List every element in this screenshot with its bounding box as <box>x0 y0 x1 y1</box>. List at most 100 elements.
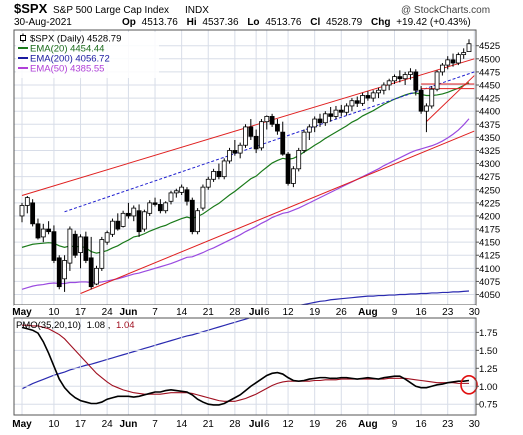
candle-up <box>24 197 30 206</box>
legend-spx: $SPX (Daily) 4528.79 <box>30 34 121 45</box>
candle-down <box>189 199 195 233</box>
price-tick-label: 4100 <box>479 264 500 275</box>
date-tick-label: 6 <box>264 419 270 430</box>
candle-down <box>51 231 57 261</box>
price-tick-label: 4350 <box>479 133 500 144</box>
candle-down <box>46 228 52 233</box>
candle-down <box>280 131 286 155</box>
date-tick-label: 23 <box>442 307 454 318</box>
date-tick-label: 26 <box>336 419 348 430</box>
candle-up <box>408 71 413 75</box>
candle-up <box>40 228 46 238</box>
candle-down <box>418 89 424 112</box>
header-chg-label: Chg <box>371 17 390 28</box>
pmo-tick-label: 1.75 <box>479 328 498 339</box>
price-tick-label: 4300 <box>479 159 500 170</box>
candle-up <box>62 260 67 280</box>
candle-up <box>439 64 445 73</box>
candle-down <box>365 95 371 99</box>
candle-up <box>179 186 185 193</box>
price-tick-label: 4400 <box>479 107 500 118</box>
ema200-line <box>21 290 470 390</box>
candle-up <box>306 126 312 133</box>
legend-ema200: EMA(200) 4056.72 <box>30 54 110 65</box>
header-watermark: @ StockCharts.com <box>401 5 490 16</box>
date-tick-label: 16 <box>416 307 428 318</box>
header-op-value: 4513.76 <box>142 17 179 28</box>
candle-up <box>78 236 83 254</box>
candle-up <box>466 43 472 53</box>
pmo-highlight-circle <box>460 375 478 395</box>
date-tick-label: 30 <box>469 419 481 430</box>
header-op-label: Op <box>122 17 136 28</box>
pmo-line <box>21 326 470 406</box>
candle-up <box>99 239 105 269</box>
candle-up <box>94 267 99 285</box>
candle-up <box>322 113 328 124</box>
header-exchange: INDX <box>185 5 209 16</box>
candle-up <box>227 150 232 162</box>
candle-down <box>35 223 41 239</box>
date-tick-label: 7 <box>152 307 158 318</box>
price-tick-label: 4225 <box>479 198 500 209</box>
svg-text:Op 4513.76 Hi 4537: Op 4513.76 Hi 4537.36 Lo 4513.76 Cl 4528… <box>122 17 471 28</box>
lower-channel <box>80 130 475 294</box>
candle-up <box>200 186 206 209</box>
candle-down <box>56 257 62 288</box>
candle-up <box>376 89 381 94</box>
header-name: S&P 500 Large Cap Index <box>53 5 169 16</box>
legend-candle-icon <box>20 33 26 43</box>
date-tick-label: 30 <box>469 307 481 318</box>
price-tick-label: 4075 <box>479 277 500 288</box>
price-tick-label: 4275 <box>479 172 500 183</box>
date-tick-label: 24 <box>102 419 114 430</box>
candle-up <box>110 220 115 235</box>
date-tick-label: May <box>12 307 32 318</box>
date-tick-label: 28 <box>229 419 241 430</box>
pmo-axis: 0.75 1.00 1.25 1.50 1.75 <box>476 328 498 411</box>
candle-down <box>413 71 419 91</box>
candle-up <box>344 105 350 113</box>
price-tick-label: 4325 <box>479 146 500 157</box>
legend-ema50: EMA(50) 4385.55 <box>30 64 104 75</box>
candle-down <box>285 153 291 184</box>
candle-up <box>333 109 339 117</box>
candle-up <box>445 59 451 66</box>
candle-up <box>168 192 174 202</box>
legend-ema20: EMA(20) 4454.44 <box>30 44 104 55</box>
date-tick-label: Jul <box>249 307 264 318</box>
candle-down <box>157 204 163 212</box>
legend-bg <box>16 32 159 78</box>
candle-up <box>424 105 429 112</box>
candle-up <box>296 150 302 170</box>
candle-down <box>30 202 36 225</box>
candle-up <box>461 52 467 56</box>
candle-up <box>370 92 376 99</box>
candle-down <box>216 171 222 178</box>
date-tick-label: Jun <box>120 419 138 430</box>
candle-down <box>450 59 456 64</box>
date-tick-label: 16 <box>416 419 428 430</box>
sharp-trendline <box>426 75 475 123</box>
date-axis-strip <box>14 305 476 318</box>
candle-up <box>259 121 264 149</box>
ema200-path <box>21 290 470 390</box>
header-chg-value: +19.42 (+0.43%) <box>396 17 471 28</box>
date-tick-label: 10 <box>48 307 60 318</box>
svg-text:PMO(35,20,10) 1.08 ,: PMO(35,20,10) 1.08 , 1.04 <box>16 320 135 331</box>
date-tick-label: 12 <box>283 419 295 430</box>
candle-up <box>211 171 216 180</box>
candle-up <box>173 190 179 194</box>
candle-up <box>243 126 248 146</box>
candle-up <box>147 202 153 214</box>
date-tick-label: 12 <box>283 307 295 318</box>
date-tick-label: 9 <box>392 419 398 430</box>
price-tick-label: 4525 <box>479 41 500 52</box>
candle-up <box>434 71 440 90</box>
date-tick-label: 21 <box>203 419 215 430</box>
date-axis-pmo: May 10 17 24 Jun 7 14 21 28 Jul 6 12 19 26 Aug 9 16 23 30 <box>12 419 480 430</box>
candle-up <box>429 88 435 107</box>
candle-up <box>221 160 227 178</box>
price-tick-label: 4425 <box>479 94 500 105</box>
